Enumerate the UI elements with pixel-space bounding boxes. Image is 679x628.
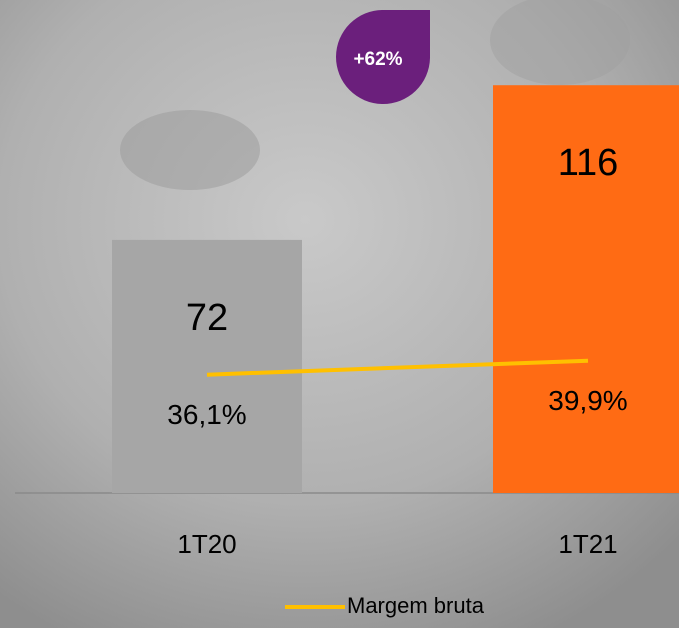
line-label: 36,1%	[167, 399, 246, 430]
x-tick-label: 1T21	[558, 529, 617, 559]
chart: 1T20 1T21 72 116 36,1% 39,9% Margem bruta +62%	[0, 0, 679, 628]
data-label: 72	[186, 297, 228, 339]
bar	[112, 240, 302, 493]
data-label: 116	[558, 142, 619, 184]
x-tick-label: 1T20	[177, 529, 236, 559]
annotation-text: +62%	[353, 49, 402, 70]
line-label: 39,9%	[548, 385, 627, 416]
background-shape	[120, 110, 260, 190]
legend-label: Margem bruta	[347, 593, 485, 618]
